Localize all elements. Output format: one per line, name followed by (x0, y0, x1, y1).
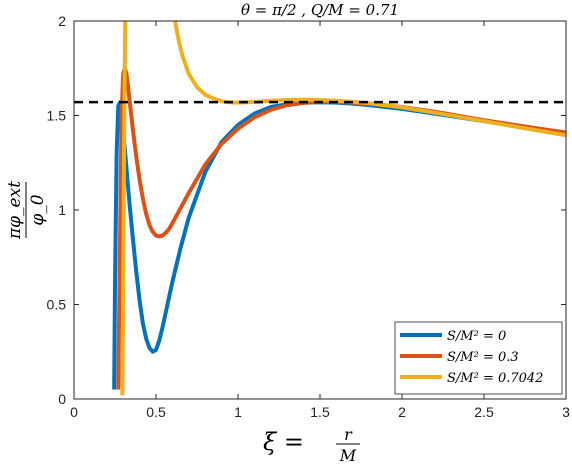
y-axis-label: πφ_ext φ_0 (5, 181, 48, 240)
x-tick-label: 1 (234, 404, 242, 420)
legend-label-1: S/M² = 0.3 (447, 350, 519, 365)
legend-label-2: S/M² = 0.7042 (447, 371, 543, 386)
x-tick-label: 0.5 (146, 404, 166, 420)
x-axis-label-numerator: r (344, 425, 353, 444)
y-tick-label: 2 (58, 13, 66, 29)
x-axis-label: ξ = r M (263, 425, 360, 464)
y-tick-label: 1.5 (47, 108, 67, 124)
x-tick-label: 0 (70, 404, 78, 420)
legend: S/M² = 0 S/M² = 0.3 S/M² = 0.7042 (394, 321, 563, 395)
y-axis-label-numerator: πφ_ext (5, 181, 25, 240)
x-axis-label-denominator: M (339, 446, 357, 464)
x-tick-label: 3 (562, 404, 570, 420)
y-axis-label-denominator: φ_0 (28, 194, 48, 225)
x-axis-label-lhs: ξ = (263, 428, 304, 456)
x-tick-label: 2.5 (474, 404, 494, 420)
x-tick-label: 2 (398, 404, 406, 420)
chart-title: θ = π/2 , Q/M = 0.71 (241, 1, 399, 19)
y-tick-label: 0.5 (47, 297, 67, 313)
legend-label-0: S/M² = 0 (447, 329, 506, 344)
x-tick-label: 1.5 (310, 404, 330, 420)
y-tick-label: 1 (58, 202, 66, 218)
y-tick-label: 0 (58, 391, 66, 407)
